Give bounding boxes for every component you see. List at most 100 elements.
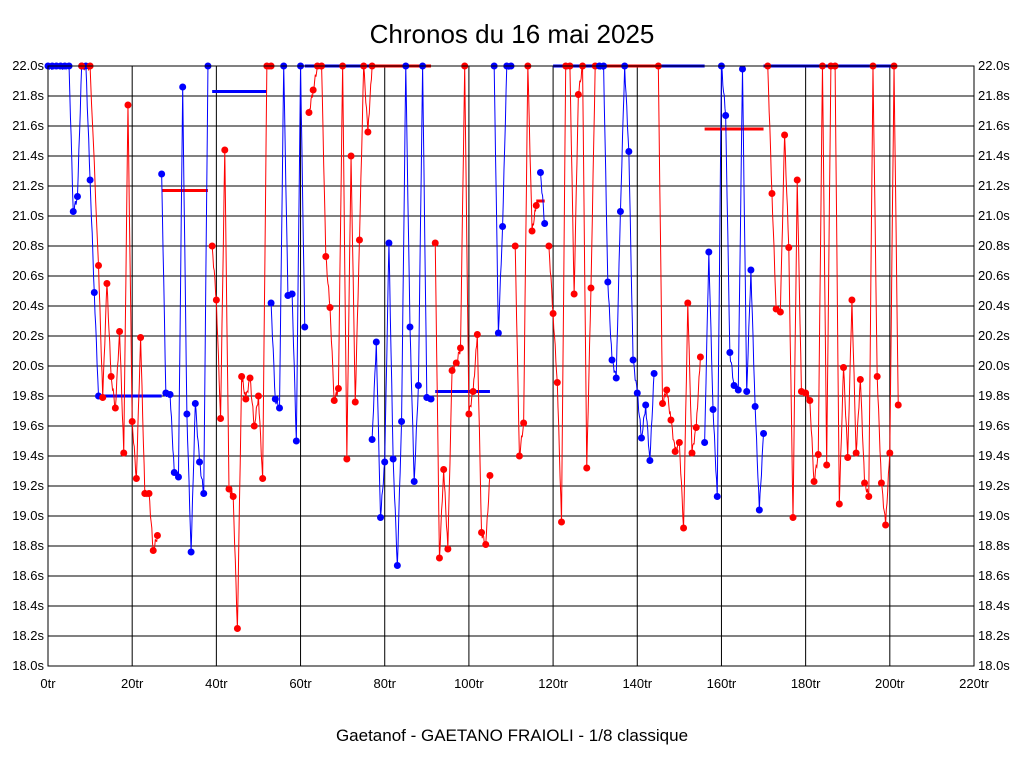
data-point — [486, 472, 494, 479]
data-point — [183, 410, 191, 418]
y-tick-label-right: 20.4s — [978, 298, 1010, 313]
data-point — [330, 397, 338, 404]
data-point — [515, 452, 523, 460]
data-point — [364, 128, 372, 136]
data-point — [128, 418, 136, 425]
x-tick-label: 20tr — [121, 676, 144, 691]
data-point — [191, 400, 199, 407]
y-tick-label-left: 20.6s — [12, 268, 44, 283]
series-line-blue-7 — [599, 65, 655, 461]
data-point — [692, 424, 700, 431]
data-point — [86, 176, 94, 184]
data-point — [785, 244, 793, 251]
data-point — [688, 449, 696, 457]
y-tick-label-left: 18.6s — [12, 568, 44, 583]
y-tick-label-right: 21.6s — [978, 118, 1010, 133]
data-point — [372, 338, 380, 346]
data-point — [111, 404, 119, 412]
x-tick-label: 40tr — [205, 676, 228, 691]
grid — [47, 65, 975, 667]
data-point — [865, 493, 873, 500]
data-point — [659, 400, 667, 407]
data-point — [107, 373, 115, 380]
y-tick-label-left: 22.0s — [12, 58, 44, 73]
data-point — [814, 451, 822, 458]
series-line-blue-2 — [161, 65, 209, 553]
data-point — [120, 449, 128, 457]
data-point — [381, 458, 389, 466]
data-point — [95, 262, 103, 269]
data-point — [351, 398, 359, 406]
x-tick-label: 0tr — [40, 676, 56, 691]
data-point — [511, 242, 519, 250]
data-point — [355, 236, 363, 244]
data-point — [558, 518, 566, 526]
data-point — [149, 547, 157, 554]
data-point — [444, 545, 452, 553]
data-point — [722, 112, 730, 119]
data-point — [200, 490, 208, 497]
data-point — [166, 391, 174, 398]
data-point — [781, 131, 789, 139]
data-point — [267, 299, 275, 307]
y-tick-label-left: 21.8s — [12, 88, 44, 103]
data-point — [835, 500, 843, 508]
data-point — [393, 562, 401, 569]
series-line-red-1 — [81, 65, 158, 552]
y-tick-label-left: 19.0s — [12, 508, 44, 523]
data-point — [343, 455, 351, 463]
data-point — [844, 454, 852, 461]
y-tick-label-left: 19.2s — [12, 478, 44, 493]
data-point — [469, 388, 477, 395]
series-lines — [47, 64, 899, 629]
data-point — [473, 331, 481, 338]
y-tick-label-right: 19.0s — [978, 508, 1010, 523]
data-point — [549, 310, 557, 317]
data-point — [667, 416, 675, 424]
data-point — [196, 458, 204, 466]
y-tick-label-left: 21.2s — [12, 178, 44, 193]
y-tick-label-left: 20.2s — [12, 328, 44, 343]
data-point — [684, 299, 692, 307]
y-tick-label-right: 19.2s — [978, 478, 1010, 493]
series-line-red-7 — [657, 65, 701, 529]
y-tick-label-right: 21.4s — [978, 148, 1010, 163]
data-point — [570, 290, 578, 298]
data-point — [810, 478, 818, 485]
data-point — [642, 401, 650, 409]
data-point — [217, 415, 225, 422]
data-point — [873, 373, 881, 380]
data-point — [886, 449, 894, 457]
data-point — [882, 521, 890, 529]
data-point — [793, 176, 801, 184]
y-tick-label-right: 21.8s — [978, 88, 1010, 103]
data-point — [305, 109, 313, 116]
data-point — [646, 457, 654, 464]
data-point — [574, 91, 582, 98]
data-point — [309, 86, 317, 94]
data-point — [734, 386, 742, 394]
y-tick-label-left: 18.2s — [12, 628, 44, 643]
data-point — [713, 493, 721, 500]
data-point — [776, 308, 784, 316]
data-point — [499, 223, 507, 230]
y-tick-label-right: 20.2s — [978, 328, 1010, 343]
data-point — [545, 242, 553, 250]
y-tick-label-left: 19.8s — [12, 388, 44, 403]
data-point — [625, 148, 633, 155]
data-point — [696, 353, 704, 361]
y-tick-label-left: 19.4s — [12, 448, 44, 463]
data-point — [410, 478, 418, 485]
data-points — [44, 62, 902, 632]
data-point — [431, 239, 439, 247]
x-tick-label: 180tr — [791, 676, 821, 691]
y-tick-label-left: 18.8s — [12, 538, 44, 553]
data-point — [823, 461, 831, 469]
y-tick-label-left: 21.4s — [12, 148, 44, 163]
x-tick-label: 100tr — [454, 676, 484, 691]
data-point — [456, 344, 464, 352]
data-point — [221, 146, 229, 154]
y-tick-label-left: 21.0s — [12, 208, 44, 223]
data-point — [124, 101, 132, 109]
